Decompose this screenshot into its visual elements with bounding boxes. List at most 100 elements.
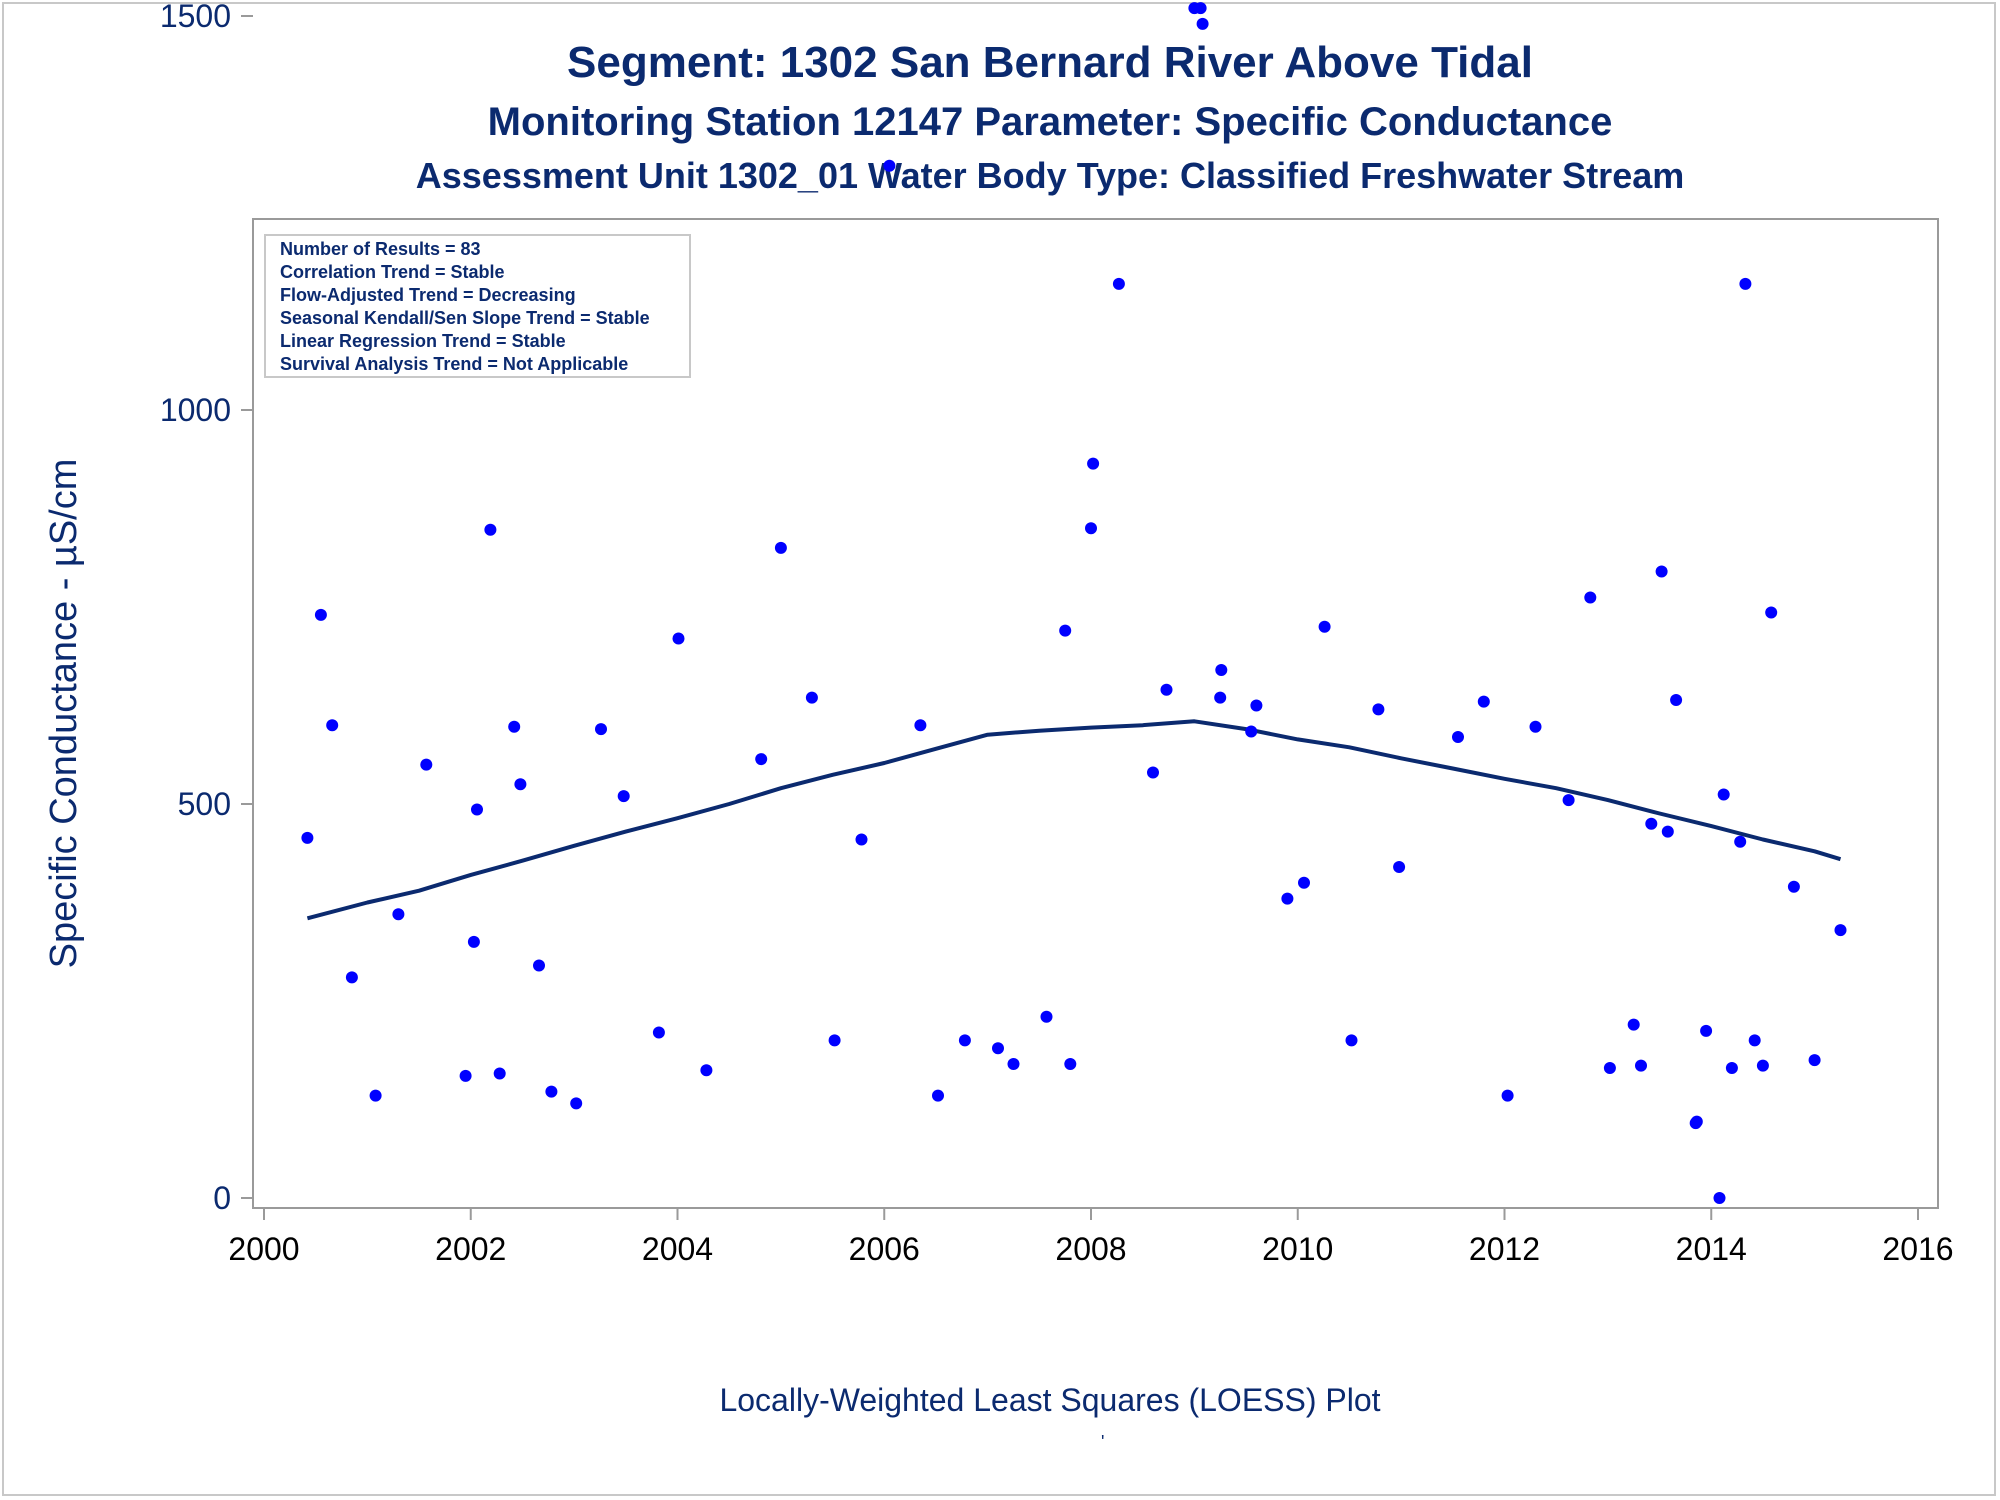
y-tick-label: 1500: [160, 0, 231, 34]
loess-line: [306, 719, 1842, 921]
data-point: [1393, 861, 1406, 873]
data-point: [914, 719, 927, 732]
stats-box-line: Flow-Adjusted Trend = Decreasing: [280, 285, 576, 305]
data-point: [1196, 17, 1209, 30]
data-point: [514, 778, 527, 791]
data-point: [508, 720, 521, 733]
data-point: [1214, 691, 1227, 704]
y-tick-label: 500: [178, 786, 231, 822]
footnote-mark: ': [1101, 1432, 1105, 1452]
data-point: [1112, 277, 1125, 290]
data-point: [1787, 880, 1800, 893]
data-point: [301, 831, 314, 844]
data-point: [1834, 924, 1847, 937]
chart-subtitle-2: Assessment Unit 1302_01 Water Body Type:…: [415, 155, 1685, 196]
data-point: [1603, 1062, 1616, 1074]
data-point: [1215, 664, 1228, 676]
data-point: [1635, 1059, 1647, 1072]
data-point: [1529, 720, 1542, 733]
data-point: [595, 723, 607, 736]
data-point: [805, 691, 818, 704]
data-point: [1245, 725, 1258, 738]
data-point: [467, 935, 480, 948]
data-point: [392, 908, 405, 921]
data-point: [1298, 876, 1310, 889]
stats-box-line: Survival Analysis Trend = Not Applicable: [280, 354, 628, 374]
data-point: [1756, 1059, 1769, 1072]
plot-area: [252, 218, 1939, 1209]
data-point: [1700, 1024, 1713, 1037]
data-point: [1087, 457, 1100, 470]
data-point: [1160, 683, 1173, 696]
data-point: [1645, 817, 1658, 830]
data-point: [1194, 2, 1207, 15]
x-tick-label: 2008: [1055, 1231, 1126, 1267]
data-point: [828, 1034, 841, 1047]
x-tick-label: 2012: [1469, 1231, 1540, 1267]
x-tick-label: 2000: [228, 1231, 299, 1267]
data-point: [1765, 606, 1778, 619]
data-point: [493, 1067, 506, 1080]
data-point: [617, 790, 630, 803]
data-point: [1690, 1115, 1703, 1128]
data-point: [570, 1097, 583, 1110]
data-point: [420, 758, 433, 771]
data-point: [755, 753, 768, 766]
data-point: [314, 608, 327, 621]
data-point: [1748, 1034, 1761, 1047]
data-point: [672, 632, 685, 645]
data-point: [1655, 565, 1668, 578]
data-point: [992, 1042, 1004, 1055]
data-point: [1250, 699, 1263, 712]
data-point: [1734, 835, 1747, 848]
data-point: [1501, 1089, 1514, 1102]
data-point: [1717, 788, 1730, 801]
data-point: [1808, 1054, 1821, 1067]
stats-box-line: Linear Regression Trend = Stable: [280, 331, 566, 351]
data-point: [1725, 1062, 1738, 1074]
data-point: [1584, 591, 1597, 604]
x-tick-label: 2016: [1882, 1231, 1953, 1267]
data-point: [700, 1064, 713, 1077]
data-point: [1713, 1192, 1726, 1204]
data-point: [1562, 794, 1575, 807]
data-point: [345, 971, 358, 984]
data-point: [369, 1089, 382, 1102]
x-tick-label: 2004: [642, 1231, 713, 1267]
data-point: [958, 1034, 971, 1047]
data-point: [1085, 522, 1097, 535]
data-point: [326, 719, 339, 732]
data-point: [1627, 1018, 1640, 1031]
y-tick-label: 0: [213, 1180, 231, 1216]
x-tick-label: 2006: [849, 1231, 920, 1267]
data-point: [1372, 703, 1385, 716]
data-point: [774, 541, 787, 554]
chart-subtitle: Monitoring Station 12147 Parameter: Spec…: [487, 100, 1613, 144]
y-tick-label: 1000: [160, 392, 231, 428]
stats-box-line: Number of Results = 83: [280, 239, 481, 259]
data-point: [932, 1089, 944, 1102]
data-point: [883, 159, 896, 172]
stats-box: [264, 234, 691, 378]
data-point: [533, 959, 545, 972]
data-point: [1318, 620, 1331, 633]
data-point: [1281, 892, 1294, 905]
data-point: [459, 1069, 472, 1082]
data-point: [1739, 277, 1752, 290]
data-point: [1661, 825, 1674, 838]
data-point: [545, 1085, 558, 1098]
data-point: [1064, 1058, 1077, 1070]
data-point: [1007, 1058, 1020, 1070]
stats-box-line: Seasonal Kendall/Sen Slope Trend = Stabl…: [280, 308, 650, 328]
data-point: [1040, 1010, 1053, 1023]
data-point: [1452, 731, 1464, 743]
x-tick-label: 2002: [435, 1231, 506, 1267]
data-point: [855, 833, 868, 846]
x-tick-label: 2014: [1676, 1231, 1747, 1267]
stats-box-line: Correlation Trend = Stable: [280, 262, 505, 282]
data-point: [471, 803, 483, 816]
x-tick-label: 2010: [1262, 1231, 1333, 1267]
data-point: [1477, 695, 1490, 708]
data-point: [1345, 1034, 1358, 1047]
